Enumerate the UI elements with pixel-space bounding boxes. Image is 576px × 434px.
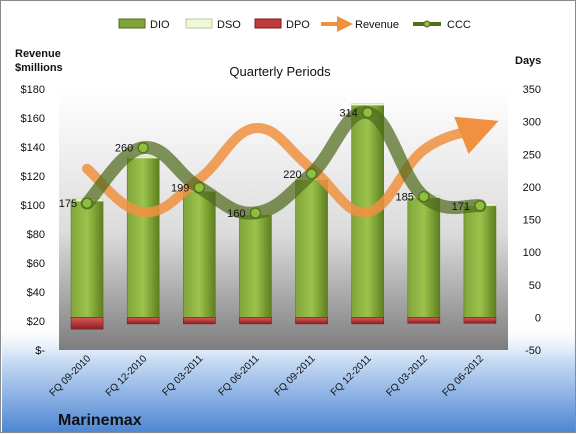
ccc-point xyxy=(81,197,93,209)
ccc-data-label: 220 xyxy=(283,169,301,181)
line-series: 175 260 199 160 220 314 185 171 xyxy=(59,105,499,220)
legend: DIO DSO DPO Revenue CCC xyxy=(118,16,471,32)
right-tick-label: -50 xyxy=(525,345,541,357)
right-tick-label: 200 xyxy=(523,182,541,194)
chart-title: Quarterly Periods xyxy=(229,64,331,79)
ccc-data-label: 175 xyxy=(59,198,77,210)
dpo-bar xyxy=(183,317,216,325)
ccc-point xyxy=(193,181,205,194)
ccc-data-label: 171 xyxy=(452,201,470,213)
dio-bar xyxy=(407,197,441,318)
right-tick-label: 100 xyxy=(523,247,541,259)
dpo-bar xyxy=(351,317,384,325)
legend-revenue-label: Revenue xyxy=(355,19,399,31)
dso-bar xyxy=(351,103,384,106)
dpo-bar xyxy=(295,317,328,325)
left-tick-label: $60 xyxy=(27,258,45,270)
ccc-data-label: 199 xyxy=(171,183,189,195)
dpo-bar xyxy=(407,317,441,324)
ccc-point xyxy=(474,200,486,212)
ccc-point xyxy=(362,106,374,119)
left-axis-title-line2: $millions xyxy=(15,62,63,74)
dio-bar xyxy=(463,205,497,318)
dio-bar xyxy=(239,214,272,318)
legend-dso-label: DSO xyxy=(217,19,241,31)
ccc-point xyxy=(249,207,262,219)
legend-ccc-label: CCC xyxy=(447,19,471,31)
legend-dpo-label: DPO xyxy=(286,19,310,31)
left-tick-label: $80 xyxy=(27,229,45,241)
right-axis-title: Days xyxy=(515,55,541,67)
legend-dio-label: DIO xyxy=(150,19,170,31)
right-tick-label: 250 xyxy=(523,149,541,161)
dpo-bar xyxy=(70,317,104,330)
dpo-bar xyxy=(463,317,497,324)
ccc-data-label: 185 xyxy=(395,192,413,204)
dio-bar xyxy=(183,191,216,318)
left-tick-label: $120 xyxy=(21,171,45,183)
right-tick-label: 150 xyxy=(523,215,541,227)
left-tick-label: $140 xyxy=(21,142,45,154)
plot-area xyxy=(59,89,508,350)
right-axis: -50 0 50 100 150 200 250 300 350 xyxy=(523,84,541,357)
right-tick-label: 50 xyxy=(529,280,541,292)
left-axis-title-line1: Revenue xyxy=(15,48,61,60)
ccc-point xyxy=(305,168,318,180)
company-name: Marinemax xyxy=(58,412,142,429)
legend-ccc-marker xyxy=(423,20,431,28)
left-tick-label: $20 xyxy=(27,316,45,328)
revenue-line xyxy=(82,116,499,218)
dpo-bar xyxy=(126,317,160,325)
ccc-point xyxy=(418,191,430,203)
dpo-bar xyxy=(239,317,272,325)
legend-dso-swatch xyxy=(185,18,213,29)
left-tick-label: $- xyxy=(35,345,45,357)
ccc-data-label: 260 xyxy=(115,143,133,155)
dio-bar xyxy=(295,179,328,318)
left-tick-label: $180 xyxy=(21,84,45,96)
ccc-data-label: 314 xyxy=(339,107,357,119)
dio-bar xyxy=(70,200,104,318)
ccc-point xyxy=(137,142,149,154)
left-tick-label: $100 xyxy=(21,200,45,212)
left-axis: $- $20 $40 $60 $80 $100 $120 $140 $160 $180 xyxy=(21,84,46,357)
right-tick-label: 300 xyxy=(523,117,541,129)
left-tick-label: $160 xyxy=(21,113,45,125)
left-tick-label: $40 xyxy=(27,287,45,299)
dio-bar xyxy=(126,157,160,318)
right-tick-label: 350 xyxy=(523,84,541,96)
legend-dpo-swatch xyxy=(254,18,282,29)
ccc-data-label: 160 xyxy=(227,208,245,220)
legend-dio-swatch xyxy=(118,18,146,29)
right-tick-label: 0 xyxy=(535,312,541,324)
